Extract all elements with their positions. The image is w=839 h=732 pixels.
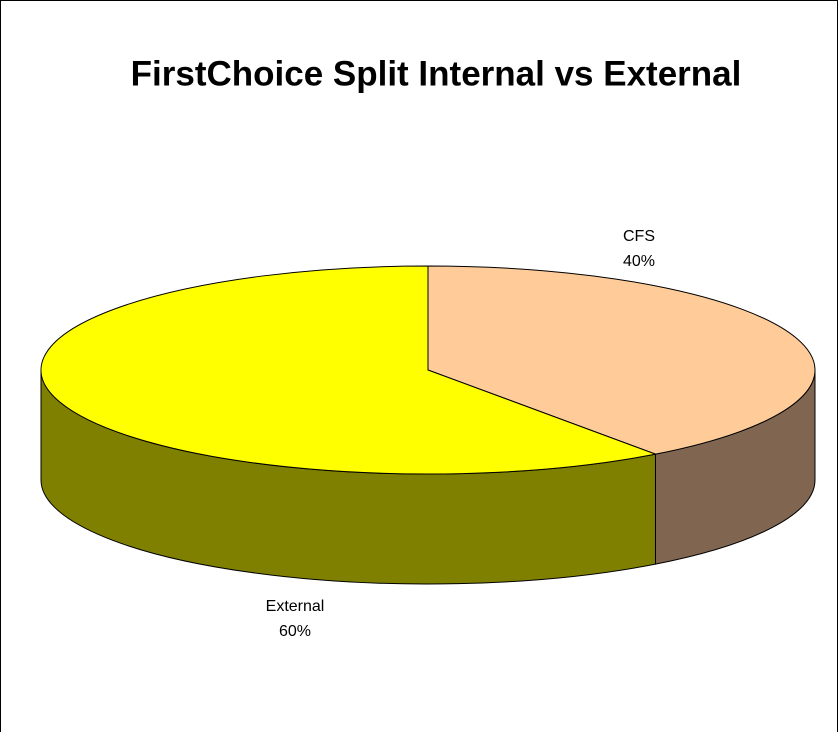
chart-title: FirstChoice Split Internal vs External [131, 54, 742, 93]
slice-label: CFS [623, 228, 655, 245]
slice-value-label: 60% [279, 623, 311, 640]
slice-value-label: 40% [623, 253, 655, 270]
pie-slice [40, 265, 658, 475]
slice-label: External [266, 598, 325, 615]
pie-slice [427, 265, 816, 455]
